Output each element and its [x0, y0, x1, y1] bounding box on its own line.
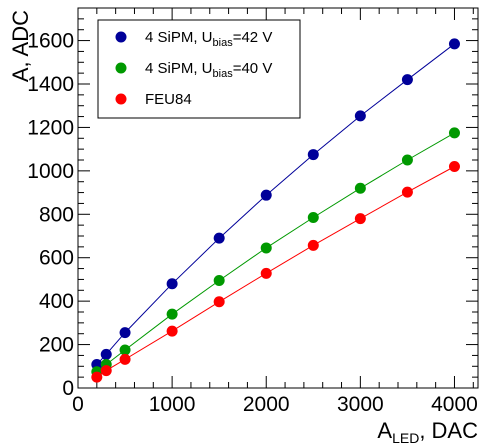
legend-marker: [115, 93, 127, 105]
data-point: [119, 327, 131, 339]
data-point: [354, 110, 366, 122]
data-point: [448, 161, 460, 173]
x-tick-label: 2000: [243, 393, 290, 416]
legend-label: 4 SiPM, Ubias=40 V: [145, 60, 272, 80]
data-point: [401, 154, 413, 166]
legend: 4 SiPM, Ubias=42 V 4 SiPM, Ubias=40 V FEU8…: [97, 19, 301, 119]
data-point: [100, 365, 112, 377]
series-line: [96, 132, 455, 373]
x-axis-title-sub: LED: [392, 430, 419, 446]
data-point: [401, 186, 413, 198]
legend-marker: [115, 31, 127, 43]
legend-label: 4 SiPM, Ubias=42 V: [145, 29, 272, 49]
data-point: [354, 213, 366, 225]
data-point: [401, 74, 413, 86]
data-point: [166, 278, 178, 290]
y-tick-label: 600: [39, 247, 74, 270]
legend-label: FEU84: [145, 91, 192, 108]
y-tick-label: 1200: [27, 116, 74, 139]
x-axis-title-suffix: , DAC: [419, 418, 478, 443]
data-point: [91, 371, 103, 383]
data-point: [307, 149, 319, 161]
legend-box: [97, 19, 301, 119]
y-tick-label: 800: [39, 203, 74, 226]
data-point: [260, 267, 272, 279]
x-axis-title-main: A: [377, 418, 392, 443]
y-tick-label: 400: [39, 290, 74, 313]
axis-ticks: [77, 7, 478, 389]
data-point: [307, 212, 319, 224]
data-point: [354, 182, 366, 194]
data-point: [100, 348, 112, 360]
data-point: [448, 38, 460, 50]
data-point: [213, 296, 225, 308]
data-point: [260, 189, 272, 201]
data-point: [213, 275, 225, 287]
tick-labels: 0 1000 2000 3000 4000 0 200 400 600 800 1000 1200 14…: [27, 30, 478, 416]
y-axis-title: A, ADC: [8, 10, 33, 82]
data-point: [119, 353, 131, 365]
legend-marker: [115, 62, 127, 74]
data-point: [260, 242, 272, 254]
data-point: [448, 127, 460, 139]
data-point: [119, 344, 131, 356]
x-tick-label: 0: [72, 393, 84, 416]
data-point: [307, 239, 319, 251]
y-tick-label: 1400: [27, 73, 74, 96]
series-2: [91, 161, 460, 383]
series-line: [96, 166, 455, 378]
y-tick-label: 1600: [27, 30, 74, 53]
data-point: [166, 325, 178, 337]
plot-frame: [77, 7, 479, 389]
series-1: [91, 127, 460, 378]
x-tick-label: 3000: [337, 393, 384, 416]
series-line: [96, 43, 455, 365]
data-point: [166, 308, 178, 320]
y-tick-label: 200: [39, 334, 74, 357]
series-layer: [91, 38, 460, 383]
x-tick-label: 4000: [431, 393, 478, 416]
x-axis-title: ALED, DAC: [377, 418, 478, 446]
y-tick-label: 1000: [27, 160, 74, 183]
data-point: [213, 232, 225, 244]
y-tick-label: 0: [62, 377, 74, 400]
x-tick-label: 1000: [149, 393, 196, 416]
series-0: [91, 38, 460, 371]
